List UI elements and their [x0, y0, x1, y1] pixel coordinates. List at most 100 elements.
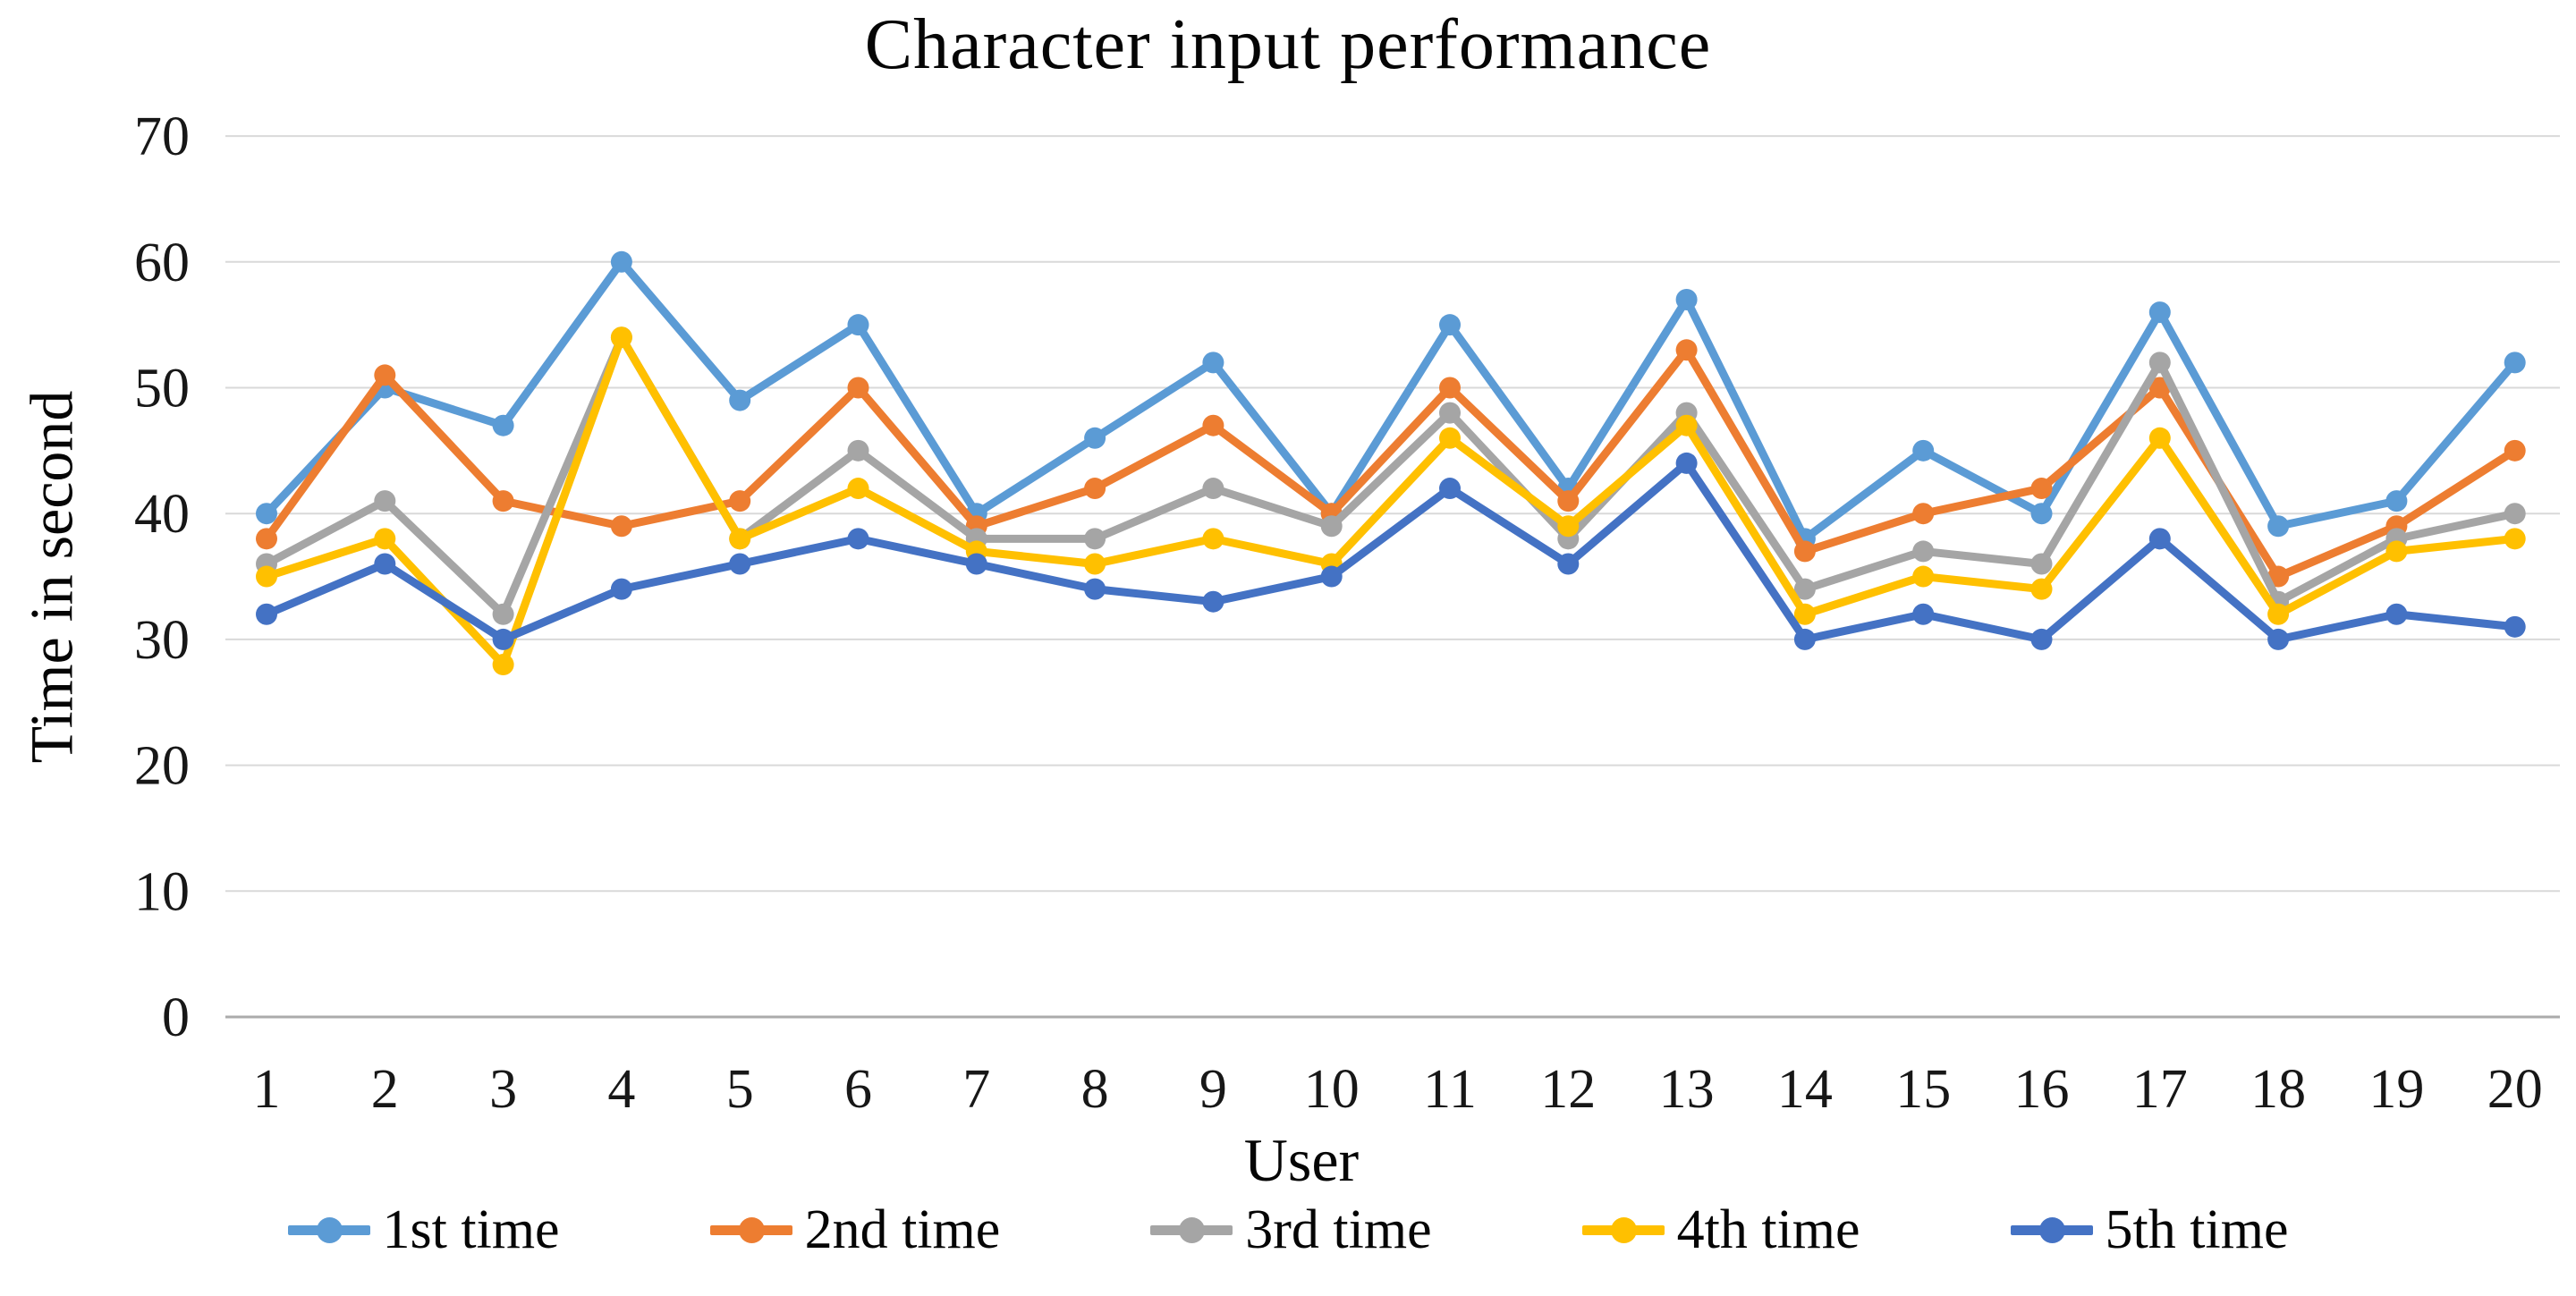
legend-item-3rd-time: 3rd time — [1150, 1199, 1432, 1262]
data-point — [1084, 478, 1106, 500]
x-tick-label: 4 — [607, 1059, 635, 1120]
data-point — [492, 628, 514, 650]
data-point — [492, 654, 514, 676]
data-point — [1202, 414, 1224, 436]
data-point — [1675, 289, 1698, 311]
data-point — [847, 377, 869, 399]
data-point — [374, 490, 396, 512]
y-tick-label: 70 — [134, 106, 190, 167]
legend-dot-icon — [738, 1217, 765, 1243]
data-point — [1084, 578, 1106, 600]
data-point — [847, 439, 869, 462]
legend-label: 1st time — [382, 1199, 560, 1260]
data-point — [1202, 528, 1224, 550]
data-point — [610, 578, 632, 600]
x-tick-label: 10 — [1304, 1059, 1360, 1120]
data-point — [729, 553, 751, 575]
x-axis-title: User — [1243, 1126, 1360, 1194]
x-tick-label: 8 — [1081, 1059, 1109, 1120]
x-tick-label: 15 — [1895, 1059, 1951, 1120]
y-tick-label: 60 — [134, 233, 190, 293]
data-point — [2385, 540, 2408, 563]
data-point — [1793, 540, 1816, 563]
x-tick-label: 3 — [489, 1059, 517, 1120]
data-point — [2030, 578, 2053, 600]
legend-line-marker-icon — [1581, 1217, 1665, 1243]
x-tick-label: 17 — [2132, 1059, 2188, 1120]
data-point — [1084, 427, 1106, 449]
data-point — [1793, 603, 1816, 625]
data-point — [1912, 439, 1935, 462]
data-point — [2030, 478, 2053, 500]
legend-dot-icon — [2038, 1217, 2065, 1243]
data-point — [1439, 478, 1461, 500]
data-point — [1084, 553, 1106, 575]
series-line-1st-time — [262, 258, 2520, 543]
x-tick-label: 18 — [2250, 1059, 2306, 1120]
legend: 1st time 2nd time 3rd time 4th time 5th time — [0, 1199, 2576, 1262]
data-point — [1675, 414, 1698, 436]
legend-item-2nd-time: 2nd time — [709, 1199, 1001, 1262]
data-point — [729, 389, 751, 411]
y-tick-label: 20 — [134, 736, 190, 797]
x-tick-label: 19 — [2368, 1059, 2424, 1120]
legend-line-marker-icon — [709, 1217, 792, 1243]
data-point — [1557, 553, 1580, 575]
data-point — [1793, 578, 1816, 600]
data-point — [1439, 377, 1461, 399]
data-point — [1675, 452, 1698, 474]
data-point — [2148, 352, 2171, 374]
data-point — [2504, 352, 2526, 374]
x-tick-label: 13 — [1659, 1059, 1715, 1120]
x-tick-label: 11 — [1423, 1059, 1477, 1120]
data-point — [2267, 603, 2290, 625]
data-point — [1912, 603, 1935, 625]
series-line-4th-time — [262, 333, 2520, 669]
data-point — [610, 515, 632, 538]
data-point — [1439, 427, 1461, 449]
data-point — [2030, 628, 2053, 650]
data-point — [2504, 528, 2526, 550]
data-point — [2030, 503, 2053, 525]
data-point — [374, 553, 396, 575]
x-tick-label: 1 — [253, 1059, 281, 1120]
legend-label: 5th time — [2105, 1199, 2289, 1260]
data-point — [1084, 528, 1106, 550]
series-line-2nd-time — [262, 345, 2520, 581]
x-tick-label: 14 — [1777, 1059, 1833, 1120]
y-tick-label: 50 — [134, 359, 190, 419]
x-tick-label: 7 — [962, 1059, 990, 1120]
x-tick-label: 5 — [726, 1059, 754, 1120]
x-tick-label: 20 — [2487, 1059, 2543, 1120]
legend-label: 3rd time — [1245, 1199, 1432, 1260]
series-line-5th-time — [262, 459, 2520, 644]
data-point — [256, 503, 277, 525]
y-tick-label: 10 — [134, 861, 190, 922]
data-point — [1557, 515, 1580, 538]
data-point — [374, 528, 396, 550]
data-point — [1557, 490, 1580, 512]
data-point — [492, 490, 514, 512]
chart-title: Character input performance — [864, 5, 1712, 84]
data-point — [847, 478, 869, 500]
data-point — [256, 565, 277, 588]
legend-label: 2nd time — [804, 1199, 1001, 1260]
data-point — [729, 528, 751, 550]
data-point — [2148, 528, 2171, 550]
data-point — [2148, 301, 2171, 324]
legend-dot-icon — [316, 1217, 343, 1243]
legend-label: 4th time — [1676, 1199, 1860, 1260]
x-tick-label: 12 — [1540, 1059, 1596, 1120]
legend-line-marker-icon — [2010, 1217, 2093, 1243]
data-point — [610, 250, 632, 273]
data-point — [2385, 490, 2408, 512]
y-tick-label: 40 — [134, 484, 190, 545]
data-point — [847, 528, 869, 550]
data-point — [1675, 339, 1698, 361]
data-point — [729, 490, 751, 512]
y-tick-label: 30 — [134, 610, 190, 671]
data-point — [2504, 503, 2526, 525]
data-point — [1320, 565, 1343, 588]
legend-dot-icon — [1179, 1217, 1206, 1243]
